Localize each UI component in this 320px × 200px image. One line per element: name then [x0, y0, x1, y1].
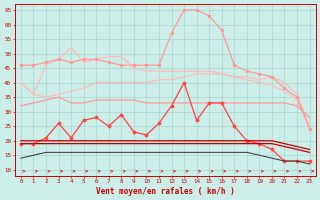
X-axis label: Vent moyen/en rafales ( km/h ): Vent moyen/en rafales ( km/h ): [96, 187, 235, 196]
